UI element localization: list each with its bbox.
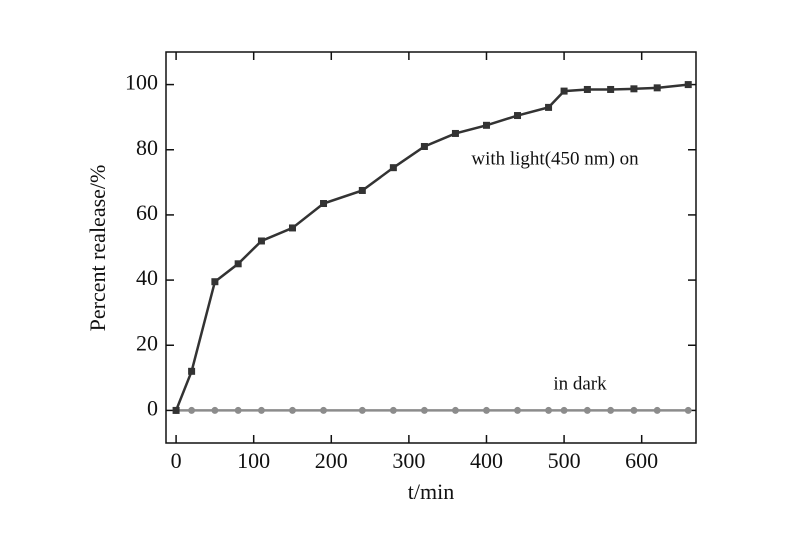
y-tick-label: 80 <box>136 135 158 160</box>
plot-frame <box>165 51 697 444</box>
marker <box>545 406 553 414</box>
marker <box>607 85 615 93</box>
x-axis-label: t/min <box>408 479 454 504</box>
marker <box>684 406 692 414</box>
marker <box>451 406 459 414</box>
marker <box>514 406 522 414</box>
marker <box>172 406 180 414</box>
marker <box>320 200 328 208</box>
marker <box>234 406 242 414</box>
marker <box>583 85 591 93</box>
marker <box>482 121 490 129</box>
annotation: in dark <box>553 373 607 394</box>
marker <box>358 186 366 194</box>
marker <box>288 406 296 414</box>
marker <box>389 164 397 172</box>
x-tick-label: 500 <box>548 448 581 473</box>
marker <box>545 103 553 111</box>
y-tick-label: 60 <box>136 200 158 225</box>
marker <box>320 406 328 414</box>
marker <box>653 406 661 414</box>
marker <box>630 85 638 93</box>
series-line <box>174 83 689 411</box>
marker <box>560 87 568 95</box>
marker <box>560 406 568 414</box>
y-tick-label: 0 <box>147 395 158 420</box>
y-tick-label: 40 <box>136 265 158 290</box>
marker <box>583 406 591 414</box>
y-tick-label: 20 <box>136 330 158 355</box>
x-tick-label: 300 <box>392 448 425 473</box>
marker <box>389 406 397 414</box>
marker <box>482 406 490 414</box>
marker <box>420 406 428 414</box>
x-tick-label: 600 <box>625 448 658 473</box>
x-tick-label: 400 <box>470 448 503 473</box>
marker <box>358 406 366 414</box>
marker <box>234 260 242 268</box>
marker <box>451 129 459 137</box>
marker <box>630 406 638 414</box>
y-axis-label: Percent realease/% <box>85 165 110 332</box>
marker <box>257 406 265 414</box>
marker <box>514 112 522 120</box>
marker <box>188 367 196 375</box>
marker <box>211 406 219 414</box>
marker <box>188 406 196 414</box>
x-tick-label: 0 <box>171 448 182 473</box>
x-tick-label: 100 <box>237 448 270 473</box>
marker <box>211 278 219 286</box>
annotation: with light(450 nm) on <box>471 148 639 169</box>
marker <box>607 406 615 414</box>
marker <box>684 81 692 89</box>
marker <box>257 237 265 245</box>
y-tick-label: 100 <box>125 70 158 95</box>
marker <box>288 224 296 232</box>
x-tick-label: 200 <box>315 448 348 473</box>
marker <box>420 142 428 150</box>
marker <box>653 84 661 92</box>
